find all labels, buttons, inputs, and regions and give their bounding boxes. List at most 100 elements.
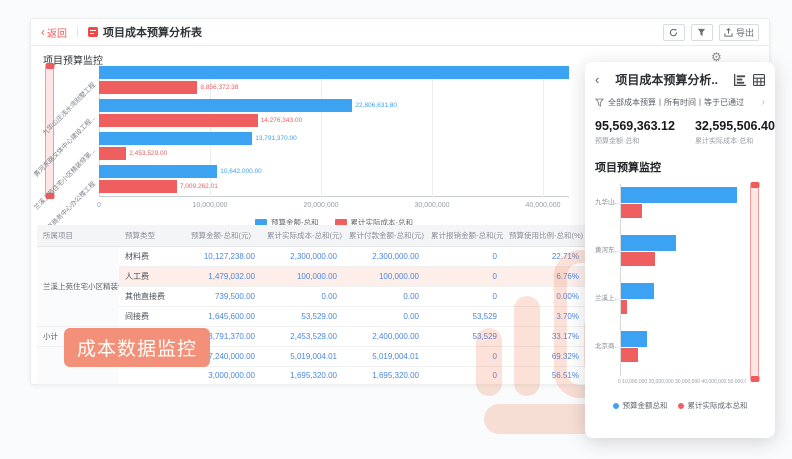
budget-bar[interactable] (99, 99, 353, 112)
actual-cost-bar[interactable] (621, 348, 638, 362)
category-label: 兰溪上.. (595, 295, 619, 302)
main-chart-xticks: 0 10,000,000 20,000,000 30,000,000 40,000,00… (97, 202, 569, 211)
main-chart-category-labels: 九华山庄浅水湾别墅工程 黄河东路文体中心建设工程... 兰溪上苑住宅小区精装修第..… (31, 65, 97, 237)
table-header-row: 所属项目 预算类型 预算金额-总和(元) 累计实际成本-总和(元) 累计付款金额-总和(… (37, 225, 585, 247)
panel-section-title: 项目预算监控 (595, 162, 661, 174)
legend-item[interactable]: 累计实际成本总和 (677, 400, 748, 411)
refresh-button[interactable] (662, 23, 685, 41)
actual-cost-bar[interactable] (621, 252, 656, 266)
legend-label: 累计实际成本总和 (687, 401, 748, 410)
legend-label: 累计实际成本-总和 (350, 218, 414, 227)
main-chart-legend: 预算金额-总和 累计实际成本-总和 (99, 217, 569, 228)
cost-table-head: 所属项目 预算类型 预算金额-总和(元) 累计实际成本-总和(元) 累计付款金额-总和(… (37, 225, 585, 247)
datazoom-handle-icon[interactable] (45, 193, 54, 199)
actual-cost-bar[interactable] (99, 147, 127, 160)
table-grid-icon[interactable] (753, 73, 765, 86)
budget-type-cell: 人工费 (119, 266, 185, 287)
bar-value-label: 13,791,370.00 (255, 135, 297, 142)
legend-dot-icon (612, 402, 619, 409)
table-row[interactable]: 人工费 1,479,032.00 100,000.00 100,000.00 0 6.76… (37, 266, 585, 287)
window-title: 项目成本预算分析表 (103, 27, 202, 39)
value-cell: 1,645,600.00 (185, 306, 261, 327)
filter-button[interactable] (690, 23, 713, 41)
refresh-icon (670, 28, 678, 36)
value-cell: 2,400,000.00 (343, 326, 425, 347)
value-cell: 10,127,238.00 (185, 246, 261, 267)
bar-value-label: 22,806,631.80 (355, 102, 397, 109)
budget-bar[interactable] (99, 66, 569, 79)
legend-dot-icon (677, 402, 684, 409)
project-cell: 兰溪上苑住宅小区精装修第... (37, 246, 119, 327)
value-cell: 1,695,320.00 (343, 366, 425, 385)
back-chevron-icon[interactable]: ‹ (595, 71, 600, 87)
back-button[interactable]: ‹ 返回 (41, 25, 67, 40)
actual-cost-bar[interactable] (621, 204, 643, 218)
datazoom-slider-vertical[interactable] (750, 182, 759, 382)
value-cell: 2,300,000.00 (343, 246, 425, 267)
legend-swatch-icon (255, 219, 267, 226)
budget-bar[interactable] (621, 331, 647, 347)
budget-type-cell: 材料费 (119, 246, 185, 267)
value-cell: 5,019,004.01 (261, 346, 343, 367)
actual-cost-bar[interactable] (99, 114, 258, 127)
overlay-badge: 成本数据监控 (64, 328, 211, 367)
value-cell: 1,479,032.00 (185, 266, 261, 287)
datazoom-handle-icon[interactable] (750, 376, 759, 382)
legend-item[interactable]: 累计实际成本-总和 (334, 217, 414, 228)
value-cell: 5,019,004.01 (343, 346, 425, 367)
actual-cost-bar[interactable] (99, 180, 177, 193)
table-header-cell: 预算类型 (119, 225, 185, 247)
value-cell: 2,453,529.00 (261, 326, 343, 347)
value-cell: 739,500.00 (185, 286, 261, 307)
toolbar: ‹ 返回 项目成本预算分析表 导出 (31, 19, 769, 46)
budget-type-cell: 间接费 (119, 306, 185, 327)
toolbar-divider (77, 26, 78, 38)
budget-bar[interactable] (99, 165, 218, 178)
main-chart: 九华山庄浅水湾别墅工程 黄河东路文体中心建设工程... 兰溪上苑住宅小区精装修第..… (31, 63, 771, 237)
table-row[interactable]: 其他直接费 739,500.00 0.00 0.00 0 0.00% (37, 286, 585, 307)
actual-cost-bar[interactable] (621, 300, 627, 314)
gear-icon[interactable]: ⚙ (711, 50, 722, 64)
metric-label: 预算金额·总和 (595, 138, 640, 145)
x-tick-label: 0 (97, 202, 101, 209)
value-cell: 0.00% (503, 286, 585, 307)
value-cell: 100,000.00 (343, 266, 425, 287)
table-header-cell: 预算使用比例-总和(%) (503, 225, 585, 247)
table-row[interactable]: 3,000,000.00 1,695,320.00 1,695,320.00 0 56.… (37, 366, 585, 385)
gridline (432, 65, 433, 197)
budget-bar[interactable] (621, 283, 655, 299)
budget-bar[interactable] (621, 235, 676, 251)
budget-bar[interactable] (99, 132, 253, 145)
legend-item[interactable]: 预算金额-总和 (255, 217, 319, 228)
value-cell: 53,529.00 (261, 306, 343, 327)
category-label: 黄河东.. (595, 247, 619, 254)
datazoom-slider-vertical[interactable] (45, 63, 54, 199)
main-chart-plot: 22,806,631.80 13,791,370.00 10,642,000.00 8… (99, 65, 569, 197)
budget-bar[interactable] (621, 187, 737, 203)
filter-bar[interactable]: 全部成本预算丨所有时间丨等于已通过 › (595, 97, 765, 108)
x-tick-label: 40,000,000 (525, 202, 561, 209)
bar-value-label: 8,856,372.38 (200, 84, 239, 91)
value-cell: 3,000,000.00 (185, 366, 261, 385)
funnel-icon (595, 98, 604, 107)
bar-value-label: 2,453,529.00 (129, 150, 168, 157)
budget-type-cell: 其他直接费 (119, 286, 185, 307)
value-cell: 1,695,320.00 (261, 366, 343, 385)
actual-cost-bar[interactable] (99, 81, 198, 94)
metric-label: 累计实际成本·总和 (694, 138, 754, 145)
value-cell: 0.00 (261, 286, 343, 307)
funnel-icon (698, 28, 706, 36)
value-cell: 53,529 (425, 326, 503, 347)
bar-chart-icon[interactable] (734, 73, 746, 86)
value-cell: 0 (425, 346, 503, 367)
export-button[interactable]: 导出 (718, 23, 759, 41)
datazoom-handle-icon[interactable] (45, 63, 54, 69)
table-row[interactable]: 间接费 1,645,600.00 53,529.00 0.00 53,529 3.70% (37, 306, 585, 327)
datazoom-handle-icon[interactable] (750, 182, 759, 188)
value-cell: 0.00 (343, 286, 425, 307)
category-label: 北京商.. (595, 343, 619, 350)
legend-item[interactable]: 预算金额总和 (612, 400, 668, 411)
bar-value-label: 10,642,000.00 (220, 168, 262, 175)
table-header-cell: 累计实际成本-总和(元) (261, 225, 343, 247)
